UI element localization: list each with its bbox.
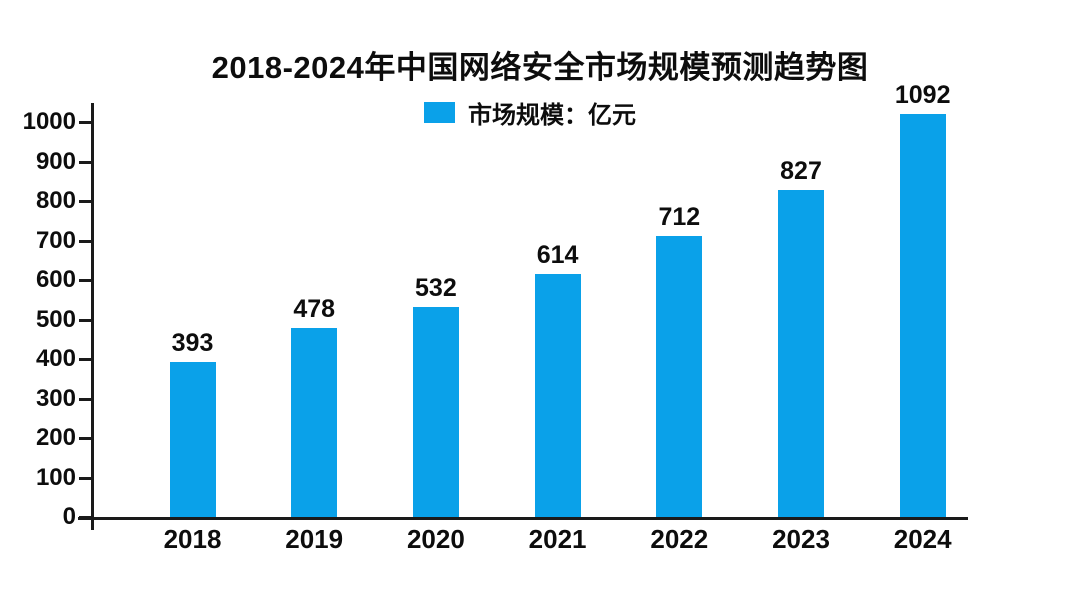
legend-swatch-icon — [424, 102, 455, 123]
bar-value-label: 712 — [658, 202, 701, 231]
x-tick-label: 2021 — [528, 524, 587, 554]
y-tick-mark — [79, 358, 92, 361]
y-tick-mark — [79, 516, 92, 519]
y-tick-mark — [79, 397, 92, 401]
y-tick-label: 0 — [62, 503, 76, 530]
y-tick-label: 100 — [35, 463, 76, 491]
x-tick-label: 2024 — [893, 524, 952, 554]
bar-2022 — [656, 235, 703, 517]
y-tick-mark — [79, 279, 92, 282]
bar-2019 — [291, 328, 338, 517]
y-tick-label: 800 — [35, 187, 76, 214]
bar-2018 — [169, 361, 216, 517]
bar-value-label: 827 — [780, 157, 822, 186]
bar-2023 — [778, 190, 824, 517]
y-tick-label: 1000 — [22, 108, 76, 135]
y-tick-mark — [79, 476, 92, 480]
y-tick-mark — [79, 160, 92, 164]
legend-label: 市场规模：亿元 — [468, 102, 636, 129]
bar-2020 — [412, 306, 459, 517]
y-tick-label: 200 — [35, 424, 76, 451]
chart-title: 2018-2024年中国网络安全市场规模预测趋势图 — [211, 50, 869, 85]
y-tick-label: 400 — [35, 345, 76, 372]
y-tick-label: 700 — [35, 226, 76, 254]
y-tick-label: 600 — [35, 266, 76, 293]
y-axis-line — [91, 103, 94, 530]
legend: 市场规模：亿元 — [424, 95, 636, 130]
x-tick-label: 2022 — [650, 524, 709, 554]
bar-value-label: 393 — [171, 328, 214, 357]
bar-2024 — [899, 114, 946, 517]
bar-value-label: 1092 — [894, 81, 951, 109]
x-tick-label: 2019 — [285, 524, 344, 554]
bar-value-label: 478 — [293, 295, 336, 324]
y-tick-label: 900 — [35, 147, 76, 175]
bar-value-label: 532 — [415, 273, 457, 302]
y-tick-mark — [79, 318, 92, 322]
y-tick-mark — [79, 239, 92, 243]
y-tick-mark — [79, 437, 92, 440]
y-tick-mark — [79, 200, 92, 203]
x-tick-label: 2020 — [406, 524, 465, 554]
bar-2021 — [534, 274, 581, 517]
y-tick-mark — [79, 121, 92, 124]
y-tick-label: 300 — [35, 384, 76, 412]
y-tick-label: 500 — [35, 305, 76, 333]
x-tick-label: 2018 — [163, 524, 222, 554]
bar-value-label: 614 — [536, 241, 579, 270]
x-axis-line — [78, 517, 968, 520]
x-tick-label: 2023 — [772, 524, 830, 554]
